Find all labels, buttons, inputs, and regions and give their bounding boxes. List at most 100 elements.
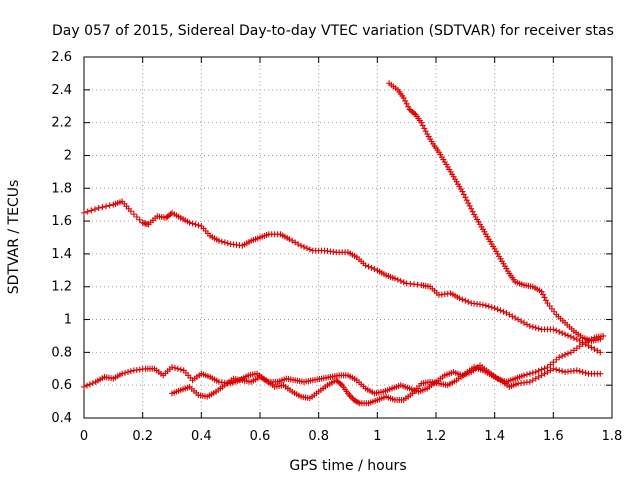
data-point	[559, 368, 566, 375]
data-point	[465, 200, 472, 207]
data-point	[570, 335, 577, 342]
data-point	[365, 263, 372, 270]
data-point	[500, 308, 507, 315]
grid	[84, 57, 612, 418]
data-point	[556, 354, 563, 361]
data-point	[192, 221, 199, 228]
y-tick-label: 1.8	[51, 181, 72, 196]
data-point	[521, 372, 527, 379]
data-point	[119, 370, 126, 377]
data-point	[136, 216, 143, 223]
data-point	[459, 296, 466, 303]
data-point	[529, 369, 536, 376]
data-point	[543, 297, 549, 304]
data-point	[83, 382, 90, 389]
data-point	[106, 202, 113, 209]
axes-ticks: 0 0.2 0.4 0.6 0.8 1 1.2 1.4 1.6 1.8 0.4 0.6 0.8 1 1.2 1…	[51, 50, 622, 444]
data-point	[99, 204, 106, 211]
y-tick-label: 2.2	[51, 116, 72, 131]
data-point	[122, 369, 129, 376]
y-tick-label: 2.4	[51, 83, 72, 98]
data-point	[221, 239, 228, 246]
data-point	[177, 366, 184, 373]
y-tick-label: 0.8	[51, 345, 72, 360]
data-point	[81, 209, 87, 216]
data-point	[397, 277, 404, 284]
data-point	[394, 276, 401, 283]
data-point	[362, 262, 369, 269]
data-point	[84, 208, 91, 215]
data-point	[463, 197, 470, 204]
data-point	[540, 291, 547, 298]
data-point	[553, 366, 560, 373]
data-point	[597, 349, 604, 356]
x-tick-label: 1.4	[484, 429, 505, 444]
data-point	[421, 125, 428, 132]
x-axis-label: GPS time / hours	[289, 458, 406, 474]
data-point	[133, 213, 140, 220]
y-tick-label: 0.6	[51, 378, 72, 393]
y-tick-label: 1.4	[51, 247, 72, 262]
data-point	[400, 279, 407, 286]
data-point	[600, 332, 607, 339]
data-point	[89, 380, 96, 387]
data-point	[465, 298, 472, 305]
data-point	[95, 204, 102, 211]
data-point	[460, 191, 467, 198]
data-point	[538, 366, 545, 373]
data-point	[468, 205, 475, 212]
x-tick-label: 0.2	[132, 429, 153, 444]
data-point	[529, 323, 536, 330]
chart-title: Day 057 of 2015, Sidereal Day-to-day VTE…	[52, 23, 614, 39]
data-point	[298, 242, 305, 249]
data-point	[466, 202, 473, 209]
x-tick-label: 0.6	[250, 429, 271, 444]
data-point	[553, 327, 560, 334]
data-point	[541, 365, 548, 372]
data-point	[526, 370, 533, 377]
data-point	[368, 264, 375, 271]
data-point	[535, 367, 542, 374]
data-point	[86, 381, 93, 388]
data-point	[224, 240, 231, 247]
data-point	[562, 331, 569, 338]
data-point	[462, 297, 469, 304]
data-point	[485, 303, 492, 310]
data-point	[582, 369, 589, 376]
data-point	[130, 211, 137, 218]
data-point	[579, 369, 586, 376]
data-point	[482, 302, 489, 309]
data-point	[103, 203, 109, 210]
data-point	[597, 370, 604, 377]
x-tick-label: 0	[80, 429, 88, 444]
data-point	[535, 325, 542, 332]
data-point	[479, 301, 486, 308]
y-tick-label: 2	[64, 148, 72, 163]
x-tick-label: 0.4	[191, 429, 212, 444]
y-tick-label: 1	[64, 313, 72, 328]
data-point	[169, 364, 175, 371]
data-point	[491, 305, 498, 312]
data-point	[494, 306, 501, 313]
y-tick-label: 0.4	[51, 411, 72, 426]
data-point	[189, 220, 196, 227]
data-point	[523, 371, 530, 378]
data-point	[195, 222, 202, 229]
data-point	[218, 238, 225, 245]
data-point	[371, 266, 378, 273]
data-point	[556, 328, 563, 335]
series-2	[386, 80, 604, 344]
data-point	[171, 364, 178, 371]
data-point	[550, 326, 557, 333]
data-point	[556, 367, 563, 374]
data-point	[559, 353, 566, 360]
data-point	[550, 365, 557, 372]
data-point	[303, 245, 310, 252]
data-point	[127, 208, 134, 215]
data-point	[306, 246, 313, 253]
data-point	[88, 207, 95, 214]
y-tick-label: 1.2	[51, 280, 72, 295]
data-point	[405, 103, 412, 110]
data-point	[174, 365, 181, 372]
